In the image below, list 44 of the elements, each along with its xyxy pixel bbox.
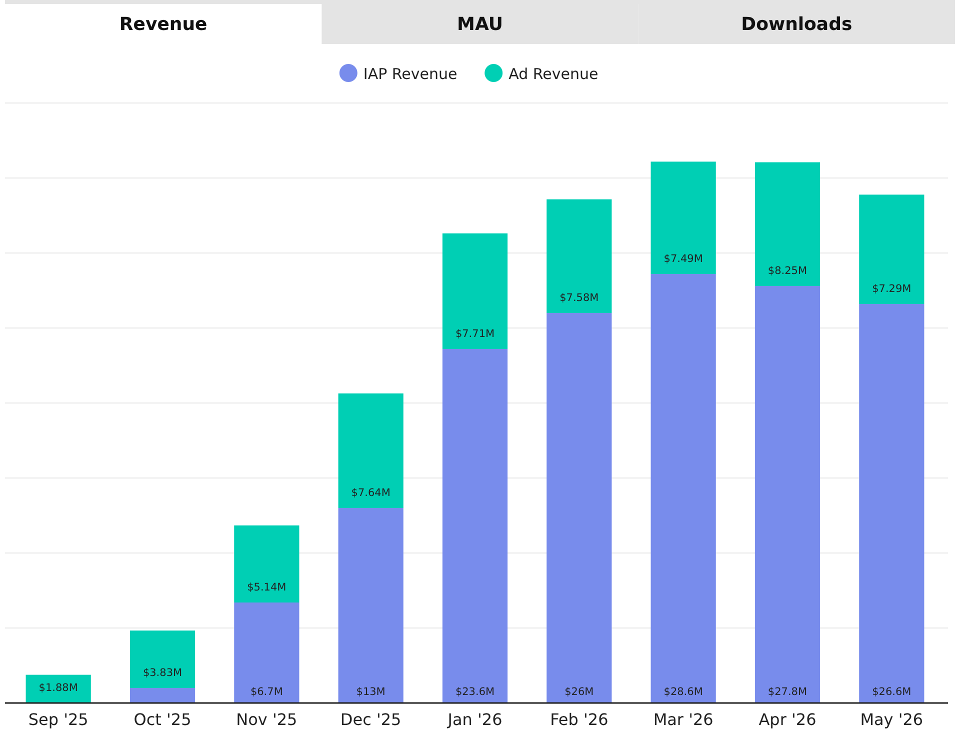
- data-label: $7.29M: [872, 283, 912, 295]
- bar: [234, 525, 300, 602]
- bar: [754, 162, 820, 286]
- x-tick-label: May '26: [860, 710, 924, 729]
- data-label: $26.6M: [872, 686, 912, 698]
- bar: [130, 630, 196, 688]
- bar: [546, 313, 612, 703]
- bar: [754, 286, 820, 703]
- x-tick-label: Dec '25: [340, 710, 402, 729]
- data-label: $6.7M: [250, 686, 283, 698]
- data-label: $3.83M: [142, 667, 182, 679]
- legend-label: Ad Revenue: [508, 65, 598, 83]
- bar: [442, 349, 508, 703]
- data-label: $27.8M: [768, 686, 808, 698]
- bar: [338, 393, 404, 508]
- data-label: $7.58M: [560, 292, 599, 304]
- data-label: $13M: [356, 686, 386, 698]
- data-label: $8.25M: [768, 265, 808, 277]
- x-tick-label: Mar '26: [653, 710, 714, 729]
- legend-label: IAP Revenue: [363, 65, 458, 83]
- data-label: $7.64M: [351, 487, 390, 499]
- data-label: $5.14M: [247, 582, 286, 594]
- bar: [234, 602, 300, 703]
- x-tick-label: Sep '25: [28, 710, 88, 729]
- data-label: $7.71M: [455, 328, 495, 340]
- x-tick-label: Oct '25: [134, 710, 192, 729]
- data-label: $28.6M: [664, 686, 703, 698]
- bar: [859, 304, 924, 703]
- x-tick-label: Apr '26: [758, 710, 816, 729]
- data-label: $23.6M: [455, 686, 495, 698]
- x-tick-label: Nov '25: [236, 710, 298, 729]
- bar: [338, 508, 404, 703]
- bar: [130, 688, 196, 703]
- data-label: $26M: [564, 686, 594, 698]
- bar: [546, 199, 612, 313]
- bar: [859, 194, 924, 304]
- x-tick-label: Jan '26: [446, 710, 502, 729]
- tab-bar: Revenue MAU Downloads: [5, 0, 955, 44]
- x-tick-label: Feb '26: [550, 710, 608, 729]
- data-label: $7.49M: [664, 253, 703, 265]
- bar: [650, 274, 716, 703]
- bar: [442, 233, 508, 349]
- bar: [650, 162, 716, 274]
- data-label: $1.88M: [38, 682, 78, 694]
